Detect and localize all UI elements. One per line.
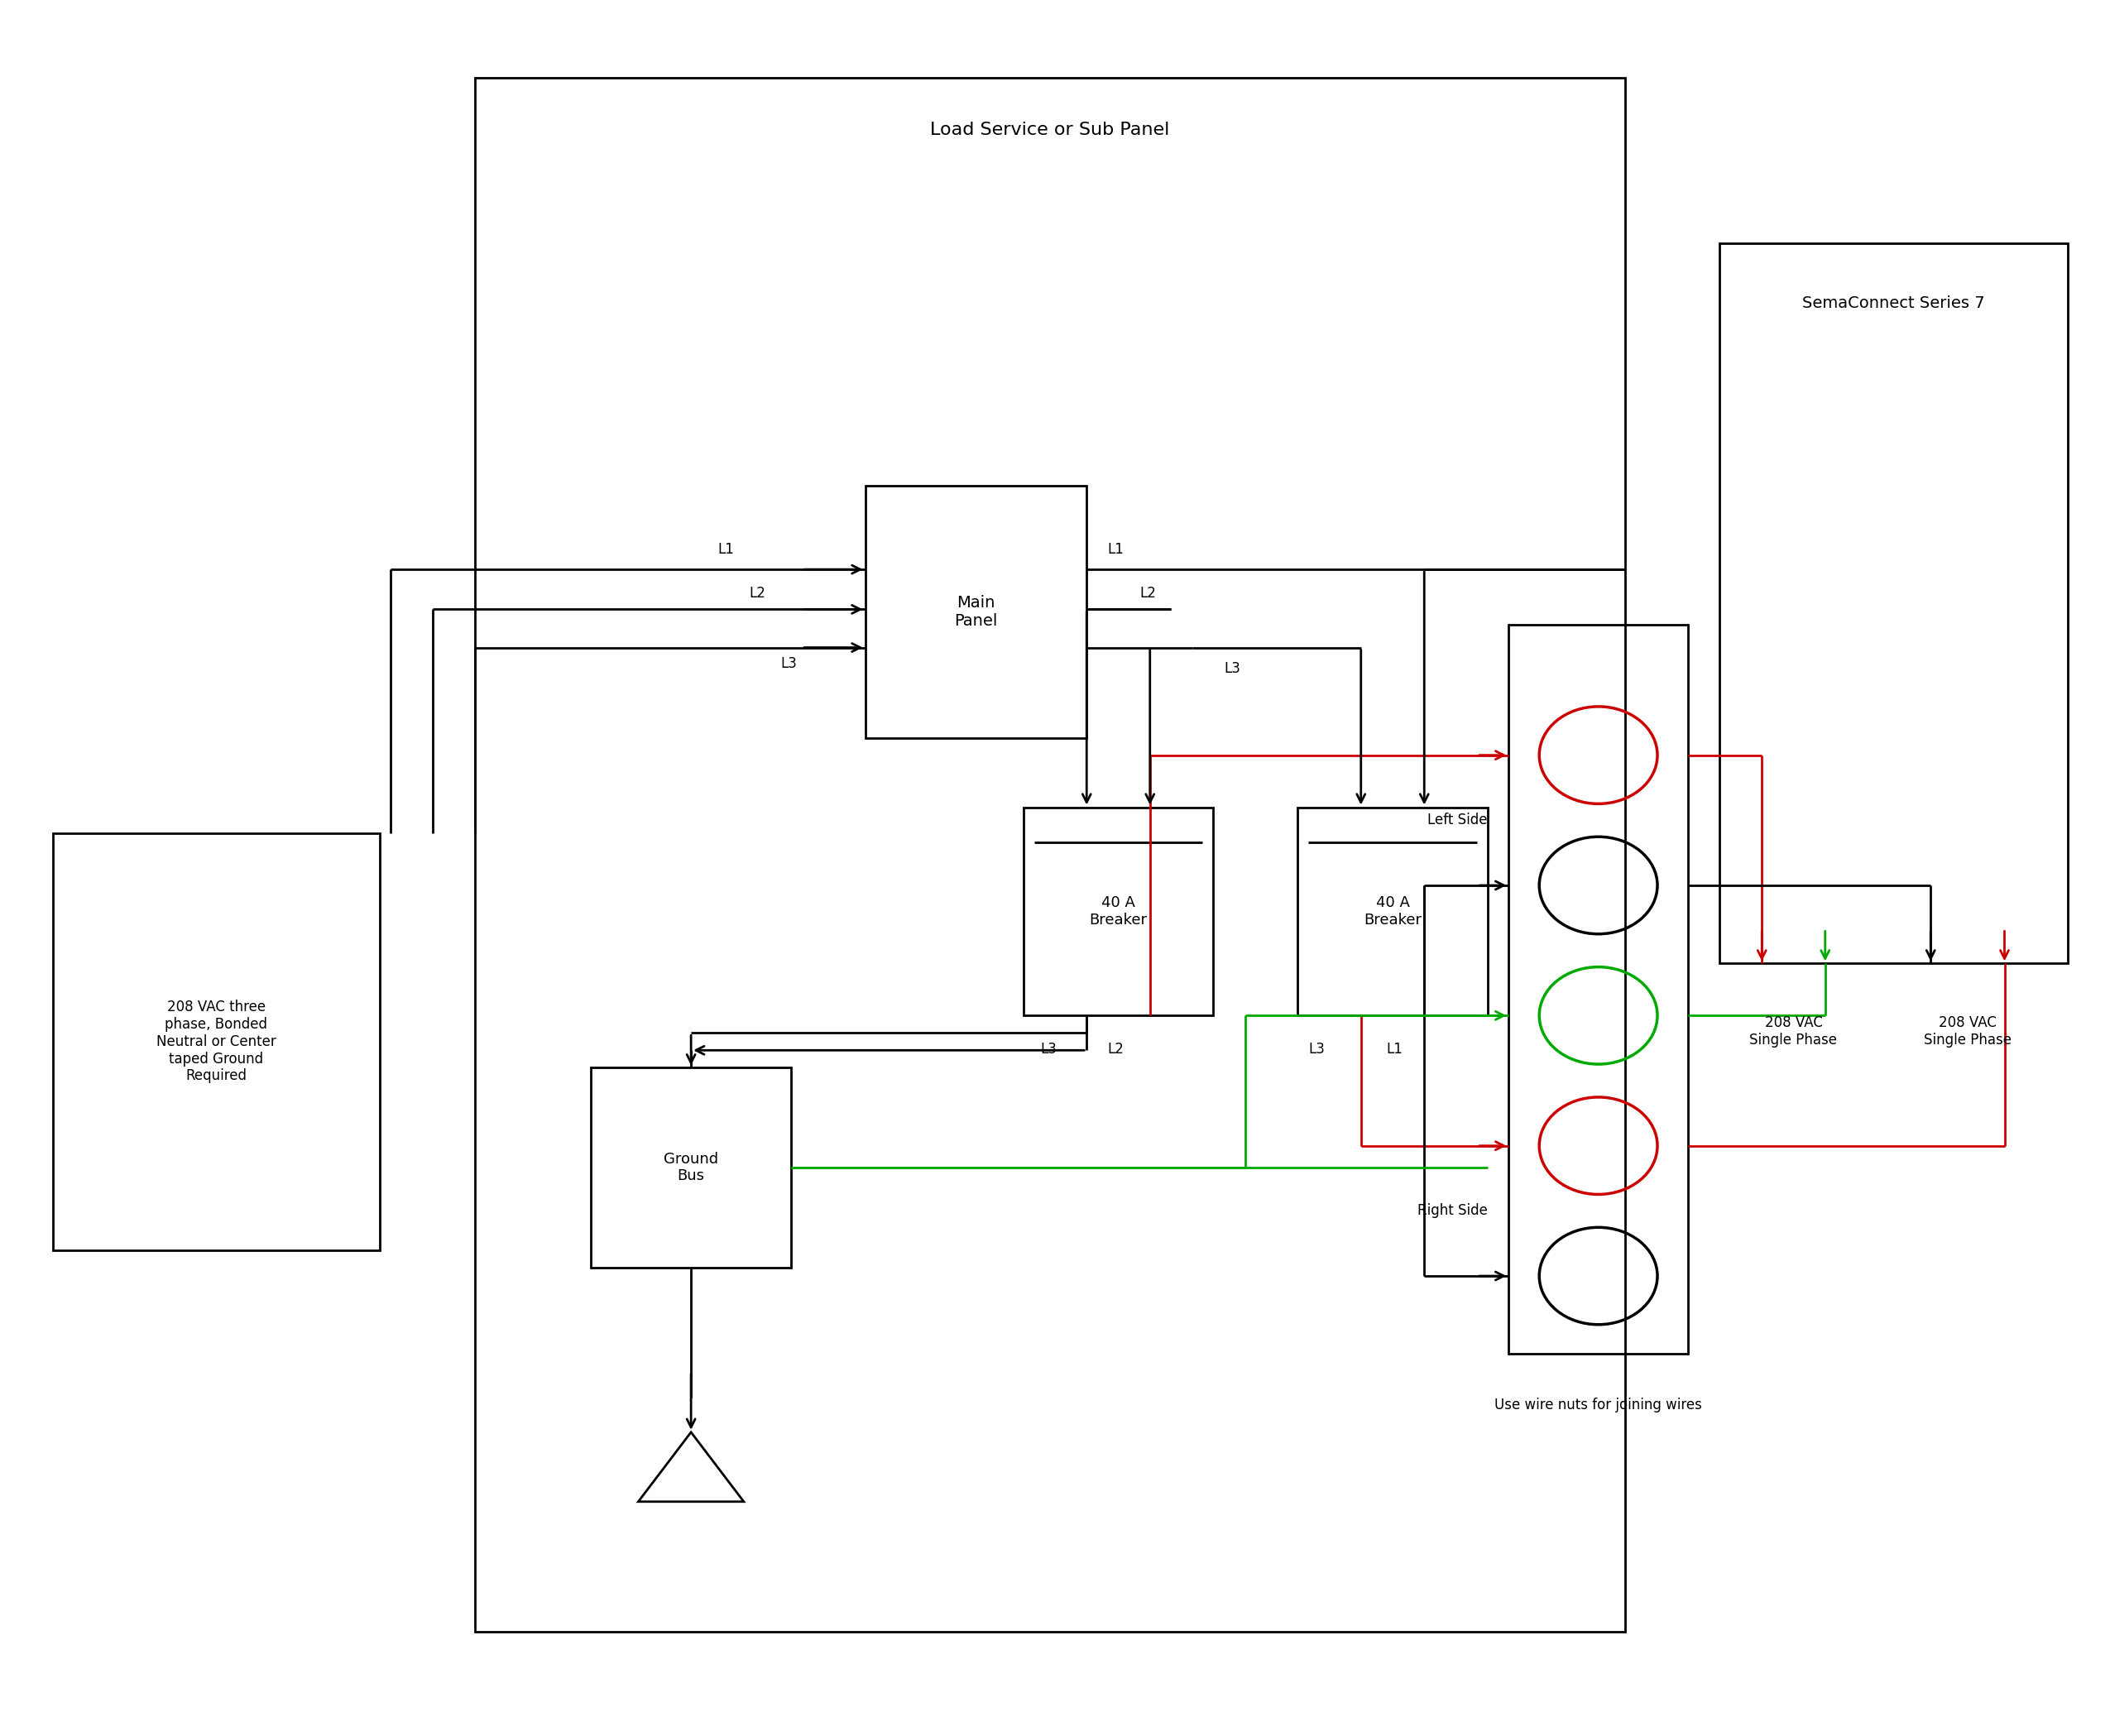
Text: L3: L3: [1224, 661, 1241, 677]
Text: L2: L2: [1139, 585, 1156, 601]
Bar: [591, 1068, 791, 1267]
Text: Right Side: Right Side: [1418, 1203, 1488, 1219]
Text: L3: L3: [1040, 1042, 1057, 1057]
Text: 40 A
Breaker: 40 A Breaker: [1363, 896, 1422, 927]
Text: 40 A
Breaker: 40 A Breaker: [1089, 896, 1148, 927]
Text: Main
Panel: Main Panel: [954, 595, 998, 628]
Bar: [1023, 807, 1213, 1016]
Text: 208 VAC three
phase, Bonded
Neutral or Center
taped Ground
Required: 208 VAC three phase, Bonded Neutral or C…: [156, 1000, 276, 1083]
Bar: [865, 486, 1087, 738]
Text: Left Side: Left Side: [1428, 812, 1488, 828]
Bar: [1298, 807, 1488, 1016]
Text: Use wire nuts for joining wires: Use wire nuts for joining wires: [1494, 1397, 1703, 1413]
Text: 208 VAC
Single Phase: 208 VAC Single Phase: [1924, 1016, 2011, 1047]
Text: L3: L3: [1308, 1042, 1325, 1057]
Text: L1: L1: [1386, 1042, 1403, 1057]
Bar: [475, 78, 1625, 1632]
Bar: [1509, 625, 1688, 1354]
Text: L1: L1: [1108, 542, 1125, 557]
Text: 208 VAC
Single Phase: 208 VAC Single Phase: [1749, 1016, 1838, 1047]
Bar: [1720, 243, 2068, 963]
Text: L2: L2: [749, 585, 766, 601]
Text: SemaConnect Series 7: SemaConnect Series 7: [1802, 295, 1986, 311]
Text: L2: L2: [1108, 1042, 1125, 1057]
Text: Ground
Bus: Ground Bus: [665, 1151, 717, 1184]
Text: Load Service or Sub Panel: Load Service or Sub Panel: [931, 122, 1169, 139]
Text: L1: L1: [717, 542, 734, 557]
Bar: [53, 833, 380, 1250]
Text: L3: L3: [781, 656, 798, 672]
